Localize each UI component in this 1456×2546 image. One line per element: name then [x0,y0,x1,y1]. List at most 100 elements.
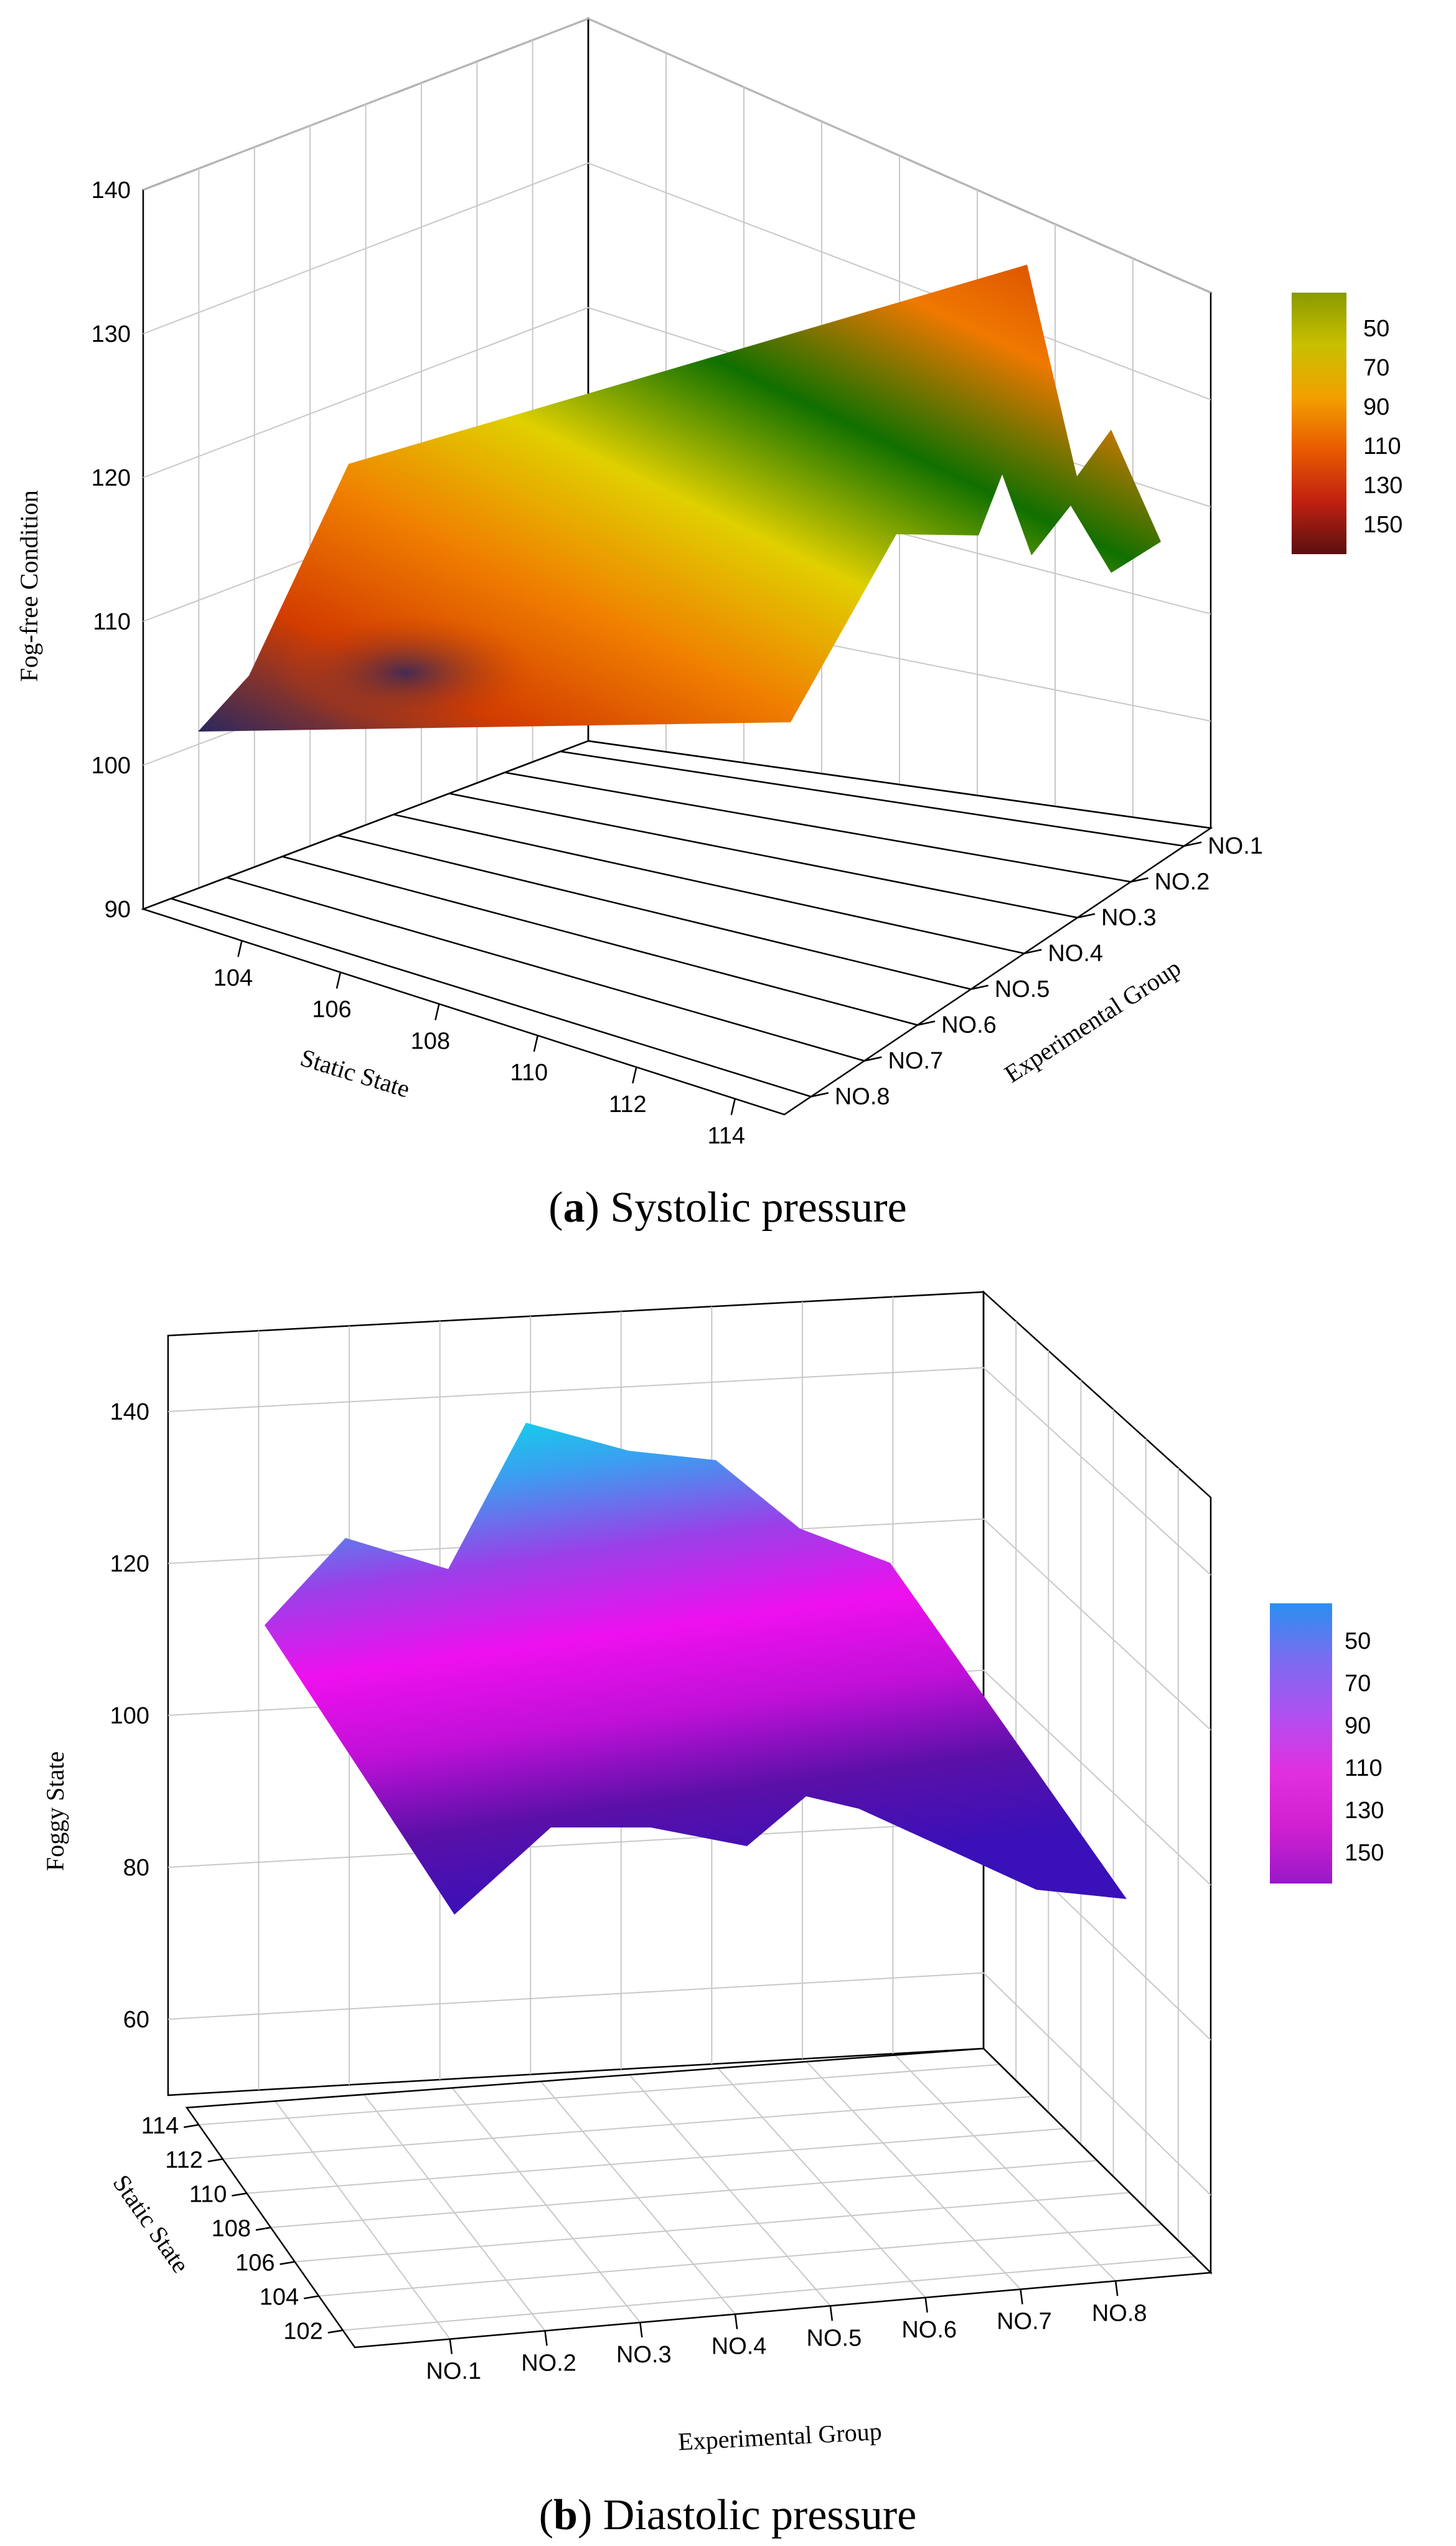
colorbar-tick-label: 130 [1363,473,1402,499]
colorbar-tick-label: 50 [1363,316,1389,342]
floor [185,2047,1213,2349]
y-tick-label: NO.5 [995,976,1050,1002]
floor-gridline [363,2094,546,2331]
x-tick-label: 106 [312,997,351,1023]
y-tick-label: NO.7 [888,1048,943,1074]
y-tick-label: 104 [260,2284,299,2311]
surface-diastolic [265,1423,1127,1915]
x-axis-label: Static State [297,1044,413,1103]
colorbar-tick-label: 110 [1345,1755,1383,1781]
floor-gridline [629,2074,831,2306]
caption-b-open-paren: ( [539,2491,553,2539]
z-tick-label: 130 [92,321,131,347]
floor-gridline [275,2100,451,2340]
y-tick-label: NO.3 [1101,905,1157,931]
floor-line [171,897,812,1098]
colorbar-systolic [1292,293,1346,554]
x-tick-label: 112 [609,1091,647,1118]
z-tick-label: 80 [123,1855,149,1881]
floor-gridline [319,2223,1162,2297]
floor-gridline [805,2061,1022,2290]
x-tick-label: NO.5 [807,2325,862,2351]
caption-b-letter: b [553,2491,578,2539]
x-tick-mark [434,1004,440,1021]
floor-line [226,877,865,1062]
y-tick-label: 102 [283,2319,322,2345]
y-tick-label: 108 [212,2216,251,2242]
colorbar-ticks: 50 70 90 110 130 150 [1363,316,1402,538]
caption-a: (a) Systolic pressure [548,1184,906,1232]
y-tick-mark [1077,913,1096,918]
y-tick-mark [279,2261,295,2265]
x-tick-label: NO.6 [901,2317,957,2343]
x-tick-label: 110 [510,1060,548,1086]
y-tick-mark [864,1056,882,1062]
y-tick-label: 106 [235,2250,275,2276]
chart-diastolic-pressure: 60 80 100 120 140 102 104 106 108 110 112 114 NO.1 NO… [41,1290,1384,2456]
colorbar-tick-label: 50 [1345,1628,1371,1654]
floor-gridline [270,2160,1097,2228]
y-tick-mark [1130,877,1148,883]
colorbar-tick-label: 70 [1363,355,1389,381]
y-tick-mark [303,2295,319,2299]
colorbar-ticks: 50 70 90 110 130 150 [1345,1628,1384,1866]
y-tick-mark [255,2227,271,2231]
floor-gridline [451,2087,641,2323]
x-tick-label: 108 [411,1028,450,1054]
z-tick-label: 110 [93,609,131,635]
colorbar-tick-label: 90 [1363,394,1389,420]
x-tick-label: NO.4 [712,2334,767,2360]
floor-gridline [222,2096,1033,2160]
x-tick-label: NO.1 [426,2359,481,2385]
z-tick-label: 60 [123,2007,149,2033]
x-tick-mark [237,940,243,958]
z-tick-label: 120 [92,465,131,491]
x-tick-mark [1020,2289,1023,2304]
colorbar-tick-label: 90 [1345,1713,1371,1739]
floor-gridline [342,2256,1195,2331]
tick-labels: 90 100 110 120 130 140 NO.1 NO.2 NO.3 NO.4 NO.5 NO.… [92,177,1263,1149]
y-tick-label: NO.6 [941,1012,997,1038]
y-tick-label: 114 [141,2113,179,2139]
floor-line [393,813,1025,955]
y-tick-mark [327,2329,343,2334]
colorbar-tick-label: 130 [1345,1798,1384,1824]
y-tick-label: NO.1 [1208,833,1263,859]
surface-shadow-region [198,464,791,732]
caption-b-text: Diastolic pressure [603,2491,916,2539]
caption-b-close-paren: ) [578,2491,603,2539]
x-tick-mark [829,2306,834,2321]
x-tick-mark [1114,2281,1119,2296]
tick-labels: 60 80 100 120 140 102 104 106 108 110 112 114 NO.1 NO… [110,1399,1147,2385]
floor-gridline [199,2063,1000,2126]
z-gridline [143,162,1211,400]
z-tick-label: 120 [110,1551,149,1577]
x-tick-mark [336,972,342,989]
y-tick-label: 112 [165,2148,203,2174]
x-tick-label: NO.2 [521,2350,576,2376]
x-tick-mark [449,2339,453,2354]
y-tick-mark [232,2192,247,2197]
floor-line [560,750,1185,847]
y-tick-mark [1024,949,1042,955]
caption-a-letter: a [563,1184,585,1232]
x-tick-label: NO.8 [1092,2300,1147,2326]
y-tick-label: NO.4 [1048,940,1103,966]
floor-gridline [717,2067,926,2298]
y-axis-label: Static State [108,2169,195,2278]
y-tick-mark [810,1092,829,1098]
y-tick-label: NO.2 [1155,869,1210,895]
y-tick-label: NO.8 [835,1083,890,1110]
colorbar-tick-label: 110 [1363,433,1401,460]
x-tick-label: 114 [707,1123,745,1149]
caption-a-text: Systolic pressure [610,1184,906,1232]
y-tick-mark [970,984,989,990]
y-tick-mark [1183,841,1202,847]
floor [141,740,1213,1116]
z-tick-label: 140 [92,177,131,204]
floor-line [337,834,971,990]
caption-a-close-paren: ) [585,1184,611,1232]
y-tick-label: 110 [189,2182,227,2208]
z-tick-label: 100 [110,1703,149,1729]
